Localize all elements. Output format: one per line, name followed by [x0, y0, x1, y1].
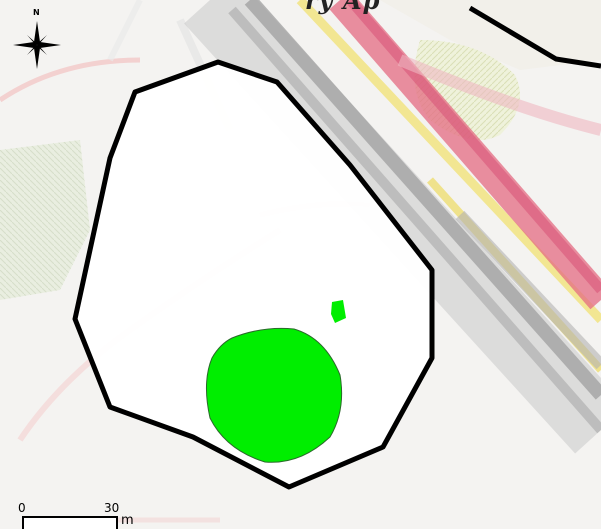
- green-area-large[interactable]: [206, 327, 343, 463]
- road-grey-c: [455, 210, 601, 370]
- scale-start-label: 0: [18, 501, 26, 515]
- minor-road-6: [107, 0, 143, 62]
- road-grey-a: [244, 0, 601, 400]
- scale-unit-label: m: [121, 513, 134, 528]
- study-area-boundary[interactable]: [72, 59, 435, 490]
- landuse-area-left: [0, 140, 90, 300]
- road-red-inner: [346, 0, 601, 294]
- scale-bar-graphic: [22, 516, 118, 529]
- road-pink-branch: [397, 54, 601, 136]
- study-area-fill: [75, 62, 432, 487]
- green-area-small[interactable]: [331, 300, 346, 323]
- boundary-line-top-right: [468, 5, 601, 69]
- map-title-partial: ry Ap: [305, 0, 381, 15]
- north-label: N: [33, 8, 40, 17]
- road-yellow-a: [296, 0, 601, 324]
- compass-star-icon: [13, 21, 61, 69]
- scale-end-label: 30: [104, 501, 120, 515]
- minor-road-1: [0, 57, 141, 103]
- road-red-main: [329, 0, 601, 310]
- road-grey-b: [228, 6, 601, 434]
